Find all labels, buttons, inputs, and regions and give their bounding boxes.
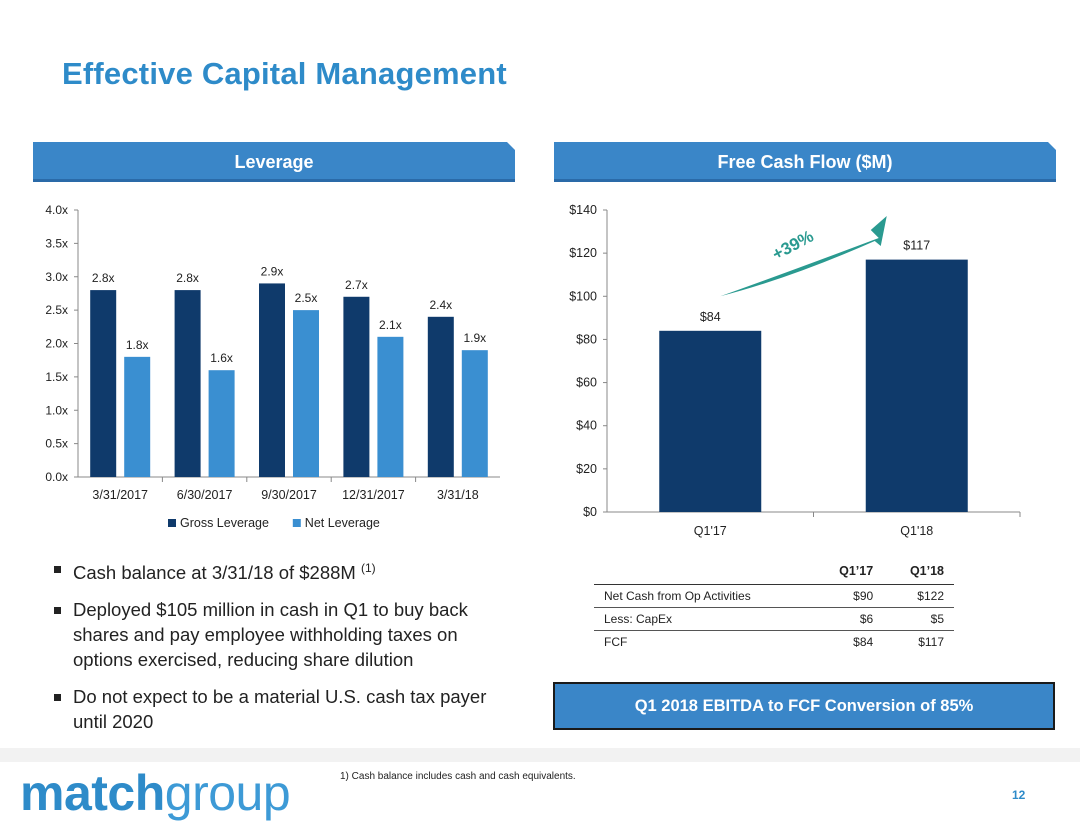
- ebitda-conversion-callout: Q1 2018 EBITDA to FCF Conversion of 85%: [553, 682, 1055, 730]
- data-label: 2.7x: [345, 278, 368, 292]
- x-tick-label: 9/30/2017: [261, 488, 317, 502]
- data-label: 1.6x: [210, 351, 233, 365]
- matchgroup-logo: matchgroup: [20, 764, 291, 822]
- legend-label: Gross Leverage: [180, 516, 269, 530]
- table-header-row: Q1’17 Q1’18: [594, 558, 954, 585]
- bullet-text: Cash balance at 3/31/18 of $288M: [73, 562, 356, 584]
- legend-swatch: [292, 519, 301, 527]
- callout-text: Q1 2018 EBITDA to FCF Conversion of 85%: [634, 696, 974, 715]
- y-tick-label: 4.0x: [45, 203, 68, 217]
- footnote: 1) Cash balance includes cash and cash e…: [340, 771, 576, 782]
- table-header-blank: [594, 558, 813, 585]
- table-row: Net Cash from Op Activities $90 $122: [594, 584, 954, 608]
- y-tick-label: 2.5x: [45, 303, 68, 317]
- bullet-text: Deployed $105 million in cash in Q1 to b…: [73, 599, 468, 671]
- table-cell-q18: $5: [883, 607, 954, 631]
- fcf-table: Q1’17 Q1’18 Net Cash from Op Activities …: [594, 558, 954, 653]
- data-label: 2.9x: [261, 264, 284, 278]
- x-tick-label: 12/31/2017: [342, 488, 405, 502]
- bar-net: [293, 310, 319, 477]
- table-cell-q18: $122: [883, 584, 954, 608]
- bar-gross: [259, 283, 285, 477]
- x-tick-label: Q1'18: [900, 524, 933, 538]
- table-cell-label: Less: CapEx: [594, 607, 813, 631]
- x-tick-label: 6/30/2017: [177, 488, 233, 502]
- y-tick-label: $140: [569, 203, 597, 217]
- y-tick-label: $40: [576, 419, 597, 433]
- table-cell-q17: $6: [812, 607, 884, 631]
- data-label: 2.1x: [379, 318, 402, 332]
- bullet-tax: Do not expect to be a material U.S. cash…: [52, 684, 522, 734]
- leverage-header-label: Leverage: [234, 151, 314, 172]
- footnote-ref: (1): [360, 561, 376, 575]
- y-tick-label: $80: [576, 332, 597, 346]
- bullet-square-icon: [54, 694, 61, 702]
- data-label: 2.8x: [92, 271, 115, 285]
- fcf-header: Free Cash Flow ($M): [554, 142, 1056, 182]
- y-tick-label: $0: [583, 505, 597, 519]
- bar-gross: [427, 316, 454, 477]
- y-tick-label: 0.0x: [45, 470, 68, 484]
- table-cell-q18: $117: [918, 635, 944, 649]
- bar-gross: [174, 290, 201, 477]
- y-tick-label: 1.0x: [45, 403, 68, 417]
- table-header-q17: Q1’17: [812, 558, 884, 585]
- y-tick-label: $60: [576, 376, 597, 390]
- y-tick-label: $100: [569, 289, 597, 303]
- leverage-header: Leverage: [33, 142, 515, 182]
- y-tick-label: 3.0x: [45, 270, 68, 284]
- bullet-list: Cash balance at 3/31/18 of $288M (1) Dep…: [52, 556, 522, 746]
- bullet-text: Do not expect to be a material U.S. cash…: [73, 686, 487, 733]
- data-label: $117: [903, 239, 930, 253]
- bar-gross: [343, 296, 370, 477]
- bar-net: [208, 370, 235, 477]
- logo-match: match: [20, 765, 165, 821]
- data-label: 2.4x: [429, 298, 452, 312]
- table-cell-label: Net Cash from Op Activities: [594, 584, 813, 608]
- table-cell-q17: $90: [812, 584, 884, 608]
- data-label: 2.5x: [295, 291, 318, 305]
- bullet-cash-balance: Cash balance at 3/31/18 of $288M (1): [52, 556, 522, 585]
- table-cell-label: FCF: [604, 635, 628, 649]
- table-cell-q17: $84: [853, 635, 874, 649]
- y-tick-label: 0.5x: [45, 437, 68, 451]
- leverage-chart: 0.0x 0.5x 1.0x 1.5x 2.0x 2.5x 3.0x 3.5x 4.0x 3/31…: [45, 203, 500, 530]
- table-row: Less: CapEx $6 $5: [594, 607, 954, 631]
- y-tick-label: 1.5x: [45, 370, 68, 384]
- bullet-square-icon: [54, 607, 61, 615]
- data-label: 1.8x: [126, 338, 149, 352]
- bar-net: [461, 350, 488, 477]
- y-tick-label: 3.5x: [45, 236, 68, 250]
- bullet-square-icon: [54, 566, 61, 573]
- y-tick-label: 2.0x: [45, 337, 68, 351]
- x-tick-label: Q1'17: [694, 524, 727, 538]
- page-number: 12: [1012, 788, 1026, 802]
- bar-net: [377, 336, 404, 477]
- fcf-header-label: Free Cash Flow ($M): [717, 151, 893, 172]
- data-label: 1.9x: [463, 331, 486, 345]
- x-tick-label: 3/31/2017: [92, 488, 148, 502]
- footer-divider: [0, 748, 1080, 762]
- bar-net: [124, 356, 151, 477]
- legend-swatch: [168, 519, 176, 527]
- data-label: 2.8x: [176, 271, 199, 285]
- bar-gross: [90, 290, 117, 477]
- legend-label: Net Leverage: [305, 516, 380, 530]
- data-label: $84: [700, 310, 721, 324]
- bullet-buyback: Deployed $105 million in cash in Q1 to b…: [52, 597, 522, 672]
- table-header-q18: Q1’18: [883, 558, 954, 585]
- logo-group: group: [164, 765, 291, 821]
- fcf-bar: [865, 259, 968, 512]
- page-title: Effective Capital Management: [62, 56, 507, 91]
- fcf-chart: $0 $20 $40 $60 $80 $100 $120 $140 $84 Q1'17 $117 Q1…: [569, 203, 1021, 538]
- growth-label: +39%: [769, 227, 817, 264]
- x-tick-label: 3/31/18: [437, 488, 479, 502]
- y-tick-label: $20: [576, 462, 597, 476]
- fcf-bar: [659, 330, 762, 512]
- y-tick-label: $120: [569, 246, 597, 260]
- table-row: FCF $84 $117: [594, 631, 954, 654]
